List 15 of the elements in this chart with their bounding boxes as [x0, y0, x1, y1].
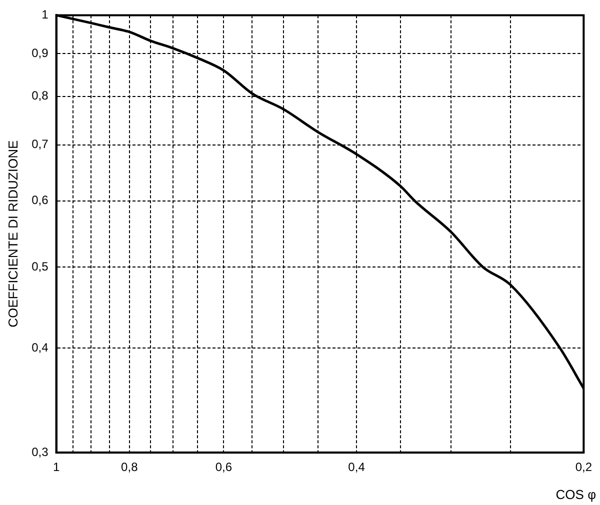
x-axis-title: COS φ: [556, 487, 596, 502]
x-tick-label: 0,2: [575, 460, 592, 474]
y-tick-label: 0,7: [32, 137, 49, 152]
y-tick-label: 0,5: [32, 259, 49, 274]
y-tick-label: 0,6: [32, 193, 49, 208]
y-axis-title: COEFFICIENTE DI RIDUZIONE: [5, 140, 20, 328]
y-tick-label: 0,4: [32, 340, 49, 354]
x-tick-label: 0,6: [215, 460, 232, 474]
x-tick-label: 0,8: [121, 460, 138, 474]
y-tick-label: 1: [42, 8, 49, 22]
x-tick-label: 1: [52, 460, 60, 474]
x-tick-label: 0,4: [348, 460, 366, 474]
y-tick-label: 0,8: [32, 88, 49, 103]
y-tick-label: 0,9: [32, 46, 49, 60]
y-tick-label: 0,3: [32, 444, 49, 459]
